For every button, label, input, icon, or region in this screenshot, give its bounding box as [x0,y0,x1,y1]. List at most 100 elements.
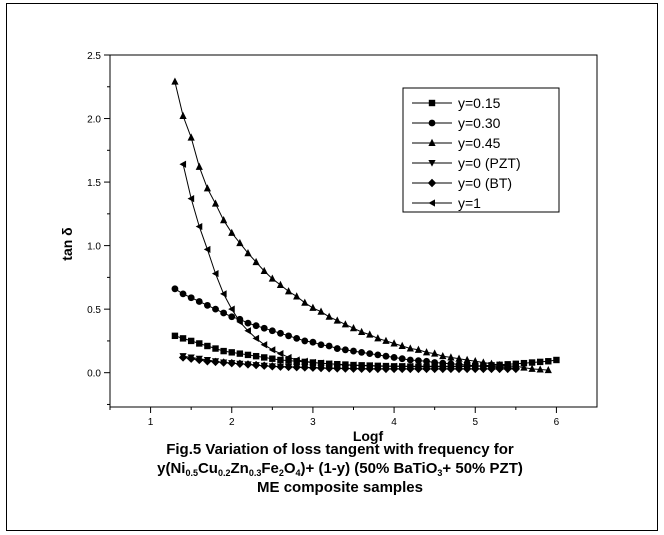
data-point [300,363,309,372]
series-layer [171,77,560,374]
data-point [196,340,203,347]
formula-subscript: 0.3 [248,468,262,478]
data-point [358,327,366,336]
data-point [244,319,252,327]
y-tick-label: 1.0 [87,242,101,253]
data-point [333,345,341,352]
legend-entry: y=0.45 [412,135,501,151]
figure-caption: Fig.5 Variation of loss tangent with fre… [80,440,600,497]
data-point [422,348,431,356]
data-point [439,362,446,370]
legend-entry: y=0 (BT) [412,175,512,191]
caption-line-3: ME composite samples [257,479,423,496]
data-point [285,357,292,364]
data-point [252,257,260,266]
data-point [439,351,447,360]
data-point [171,332,179,340]
data-point [382,352,390,360]
data-point [244,327,251,335]
data-point [284,353,292,362]
data-point [284,362,293,372]
data-point [309,303,317,311]
legend-label: y=0 (BT) [458,175,512,191]
data-point [333,360,341,369]
data-point [390,362,398,370]
data-point [195,222,203,231]
data-point [228,313,236,321]
data-point [260,361,269,370]
data-point [244,351,252,359]
data-point [471,362,479,370]
data-point [203,245,211,254]
data-point [317,341,325,349]
data-point [406,362,414,370]
data-point [398,362,406,370]
data-point [285,332,292,340]
data-point [512,362,519,370]
data-point [341,320,349,328]
data-point [260,324,268,332]
data-point [204,342,211,350]
data-point [276,362,285,371]
data-point [349,324,358,332]
data-point [186,354,196,363]
legend: y=0.15 y=0.30 y=0.45 y=0 (PZT) y=0 (BT) y=1 [402,87,560,213]
formula-subscript: 0.5 [185,468,198,478]
axis-ticks: 1 2 3 4 5 6 0.0 0.5 1.0 1.5 2.0 2.5 [87,51,560,428]
data-point [463,362,471,370]
formula-part: Fe [261,460,279,477]
figure-frame [6,3,658,531]
data-point [415,357,422,365]
series-line [174,288,516,369]
y-tick-label: 1.5 [87,178,101,189]
data-point [471,357,479,365]
data-point [447,362,454,370]
data-point [455,362,463,370]
data-point [406,344,414,352]
formula-part: )+ (1-y) (50% BaTiO [300,460,438,477]
data-point [252,334,260,342]
data-point [341,361,349,369]
data-point [325,360,333,368]
data-point [178,353,188,362]
legend-marker [428,119,436,127]
data-point [220,347,227,355]
data-point [268,346,276,354]
data-point [422,362,430,370]
data-point [284,287,293,295]
data-point [276,350,284,358]
data-point [268,362,277,371]
legend-label: y=0 (PZT) [458,155,521,171]
legend-entry: y=1 [412,195,481,211]
data-point [212,345,219,352]
formula-part: Zn [230,460,249,477]
x-tick-label: 4 [391,417,397,428]
data-point [195,355,204,365]
y-tick-label: 0.0 [87,369,101,380]
data-point [536,358,544,366]
legend-label: y=0.30 [458,115,501,131]
data-point [341,346,349,354]
legend-marker [428,199,435,207]
data-point [382,336,390,344]
data-point [325,342,333,350]
data-point [203,357,212,366]
data-point [268,274,276,282]
caption-line-1: Fig.5 Variation of loss tangent with fre… [166,441,514,458]
data-point [244,249,252,257]
formula-subscript: 0.2 [217,468,231,478]
data-point [528,364,536,372]
data-point [358,362,365,370]
data-point [187,194,195,203]
data-point [374,362,381,370]
y-axis-label: tan δ [59,227,75,260]
data-point [293,356,300,364]
x-axis-label: Logf [353,428,384,444]
legend-marker [428,99,436,107]
formula-part: Cu [197,460,218,477]
formula-subscript: 4 [295,468,301,478]
data-point [293,334,301,342]
data-point [309,338,317,346]
data-point [219,358,228,367]
data-point [374,334,382,342]
